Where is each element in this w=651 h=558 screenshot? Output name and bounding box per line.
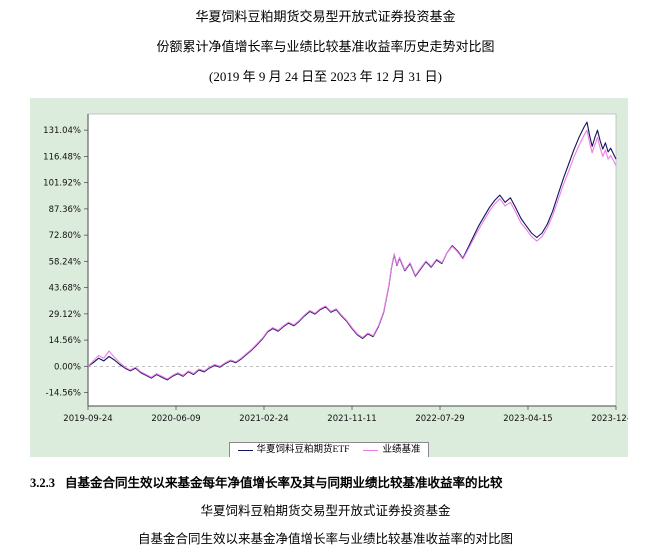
legend-item-benchmark: 业绩基准 [363, 444, 420, 457]
svg-text:29.12%: 29.12% [49, 310, 81, 320]
svg-text:2022-07-29: 2022-07-29 [415, 414, 464, 424]
svg-text:101.92%: 101.92% [43, 179, 81, 189]
svg-text:58.24%: 58.24% [49, 257, 81, 267]
svg-text:2019-09-24: 2019-09-24 [63, 414, 112, 424]
section-heading: 3.2.3 自基金合同生效以来基金每年净值增长率及其与同期业绩比较基准收益率的比较 [30, 475, 651, 491]
section-title: 自基金合同生效以来基金每年净值增长率及其与同期业绩比较基准收益率的比较 [65, 476, 503, 490]
legend-item-etf: 华夏饲料豆粕期货ETF [237, 444, 350, 457]
svg-text:72.80%: 72.80% [49, 231, 81, 241]
date-range: (2019 年 9 月 24 日至 2023 年 12 月 31 日) [209, 69, 442, 84]
svg-text:116.48%: 116.48% [43, 152, 81, 162]
svg-text:-14.56%: -14.56% [46, 389, 81, 399]
etf-line-swatch [237, 450, 253, 451]
fund-name-subtitle: 华夏饲料豆粕期货交易型开放式证券投资基金 [200, 504, 451, 518]
legend-box: 华夏饲料豆粕期货ETF 业绩基准 [228, 442, 430, 457]
svg-text:131.04%: 131.04% [43, 126, 81, 136]
trend-line-chart: 131.04% 116.48% 101.92% 87.36% 72.80% 58.24% 4… [43, 113, 628, 424]
benchmark-line-swatch [363, 450, 379, 451]
svg-text:2021-02-24: 2021-02-24 [239, 414, 288, 424]
svg-text:87.36%: 87.36% [49, 205, 81, 215]
fund-name-title: 华夏饲料豆粕期货交易型开放式证券投资基金 [195, 9, 456, 24]
svg-text:0.00%: 0.00% [54, 362, 81, 372]
title-block: 华夏饲料豆粕期货交易型开放式证券投资基金 份额累计净值增长率与业绩比较基准收益率… [0, 0, 651, 85]
svg-text:2020-06-09: 2020-06-09 [151, 414, 200, 424]
section-number: 3.2.3 [30, 476, 55, 490]
chart-legend: 华夏饲料豆粕期货ETF 业绩基准 [30, 438, 628, 457]
chart-title: 份额累计净值增长率与业绩比较基准收益率历史走势对比图 [156, 39, 495, 54]
svg-text:43.68%: 43.68% [49, 284, 81, 294]
svg-text:2023-12-31: 2023-12-31 [591, 414, 628, 424]
next-chart-title: 自基金合同生效以来基金净值增长率与业绩比较基准收益率的对比图 [137, 532, 513, 546]
svg-text:14.56%: 14.56% [49, 336, 81, 346]
chart-panel: 131.04% 116.48% 101.92% 87.36% 72.80% 58.24% 4… [30, 98, 628, 457]
svg-text:2023-04-15: 2023-04-15 [503, 414, 552, 424]
svg-text:2021-11-11: 2021-11-11 [327, 414, 376, 424]
legend-label-etf: 华夏饲料豆粕期货ETF [256, 445, 350, 455]
legend-label-benchmark: 业绩基准 [382, 445, 421, 455]
